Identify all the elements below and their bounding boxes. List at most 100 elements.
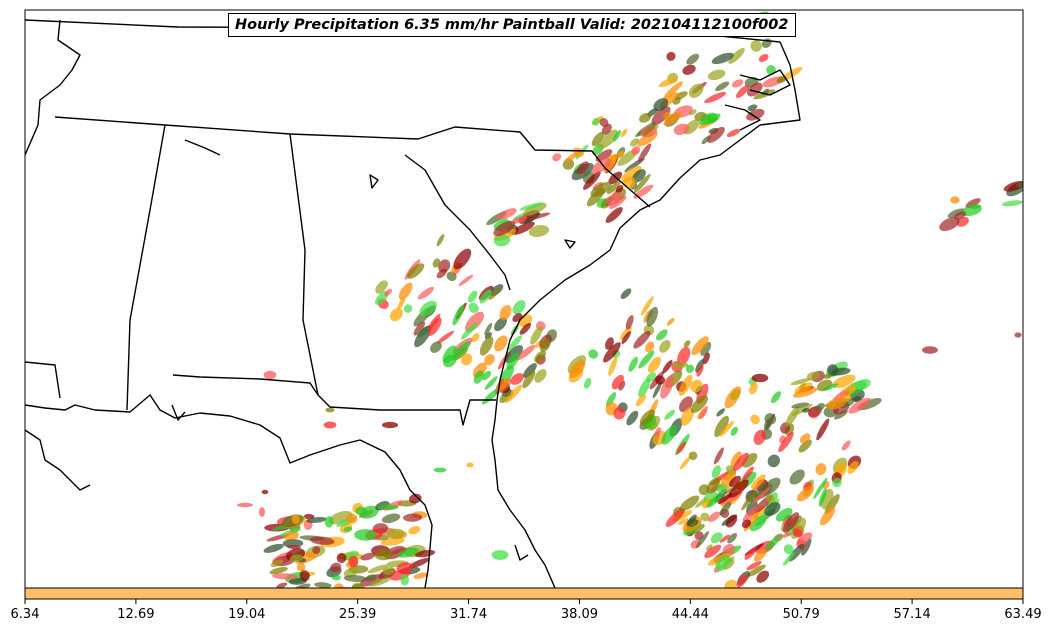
colorbar-tick-label: 44.44 bbox=[671, 607, 709, 622]
precip-blob bbox=[626, 410, 639, 426]
precip-blob bbox=[466, 462, 474, 468]
precip-blob bbox=[764, 502, 781, 516]
precip-blob bbox=[630, 138, 640, 147]
precip-blob bbox=[621, 331, 631, 345]
precip-blob bbox=[702, 352, 710, 365]
precip-blob bbox=[847, 460, 859, 474]
precip-blob bbox=[742, 466, 754, 482]
precip-blob bbox=[510, 373, 524, 385]
precip-blob bbox=[397, 296, 406, 310]
precip-blob bbox=[430, 341, 442, 353]
precip-blob bbox=[767, 454, 780, 468]
precip-blob bbox=[690, 379, 703, 393]
precip-blob bbox=[741, 519, 751, 529]
precip-blob bbox=[797, 532, 813, 545]
precip-blob bbox=[753, 429, 766, 445]
precip-blob bbox=[678, 374, 693, 396]
precip-blob bbox=[746, 108, 765, 121]
precip-blob bbox=[749, 382, 758, 395]
colorbar-tick-label: 38.09 bbox=[560, 607, 599, 622]
precip-blob bbox=[658, 77, 678, 88]
precip-blob bbox=[382, 566, 395, 575]
precip-blob bbox=[595, 149, 613, 162]
precip-blob bbox=[620, 288, 632, 300]
precip-blob bbox=[813, 477, 828, 500]
precip-blob bbox=[655, 375, 665, 385]
precip-blob bbox=[436, 268, 448, 279]
precip-blob bbox=[647, 356, 661, 373]
precip-blob bbox=[728, 47, 745, 64]
precip-blob bbox=[491, 550, 509, 560]
precip-blob bbox=[620, 326, 632, 340]
precip-blob bbox=[761, 38, 772, 49]
precip-blob bbox=[699, 406, 708, 420]
precip-blob bbox=[360, 552, 376, 561]
precip-blob bbox=[299, 570, 310, 582]
precip-blob bbox=[381, 421, 399, 429]
precip-blob bbox=[742, 505, 759, 522]
precip-blob bbox=[506, 352, 520, 370]
precip-blob bbox=[397, 547, 419, 558]
precip-blob bbox=[798, 439, 812, 453]
precip-blob bbox=[237, 502, 253, 508]
precip-blob bbox=[269, 566, 288, 575]
colorbar-tick-label: 57.14 bbox=[893, 607, 931, 622]
precip-blob bbox=[369, 577, 392, 587]
precip-blob bbox=[330, 562, 342, 573]
precip-blob bbox=[605, 392, 617, 407]
precip-blob bbox=[504, 384, 523, 403]
precip-blob bbox=[719, 534, 730, 543]
colorbar-tick-label: 6.34 bbox=[10, 607, 40, 622]
precip-blob bbox=[1001, 200, 1023, 207]
colorbar-tick-label: 12.69 bbox=[117, 607, 155, 622]
precip-blob bbox=[806, 371, 820, 381]
precip-blob bbox=[384, 288, 393, 297]
precip-blob bbox=[715, 81, 730, 92]
precip-blob bbox=[638, 350, 655, 369]
precip-blob bbox=[673, 123, 690, 135]
precip-blob bbox=[832, 374, 856, 389]
precip-blob bbox=[666, 317, 675, 326]
precip-blob bbox=[381, 513, 401, 524]
map-title: Hourly Precipitation 6.35 mm/hr Paintbal… bbox=[228, 13, 796, 37]
precip-blob bbox=[282, 539, 304, 548]
precip-blob bbox=[688, 83, 704, 98]
colorbar-ticks bbox=[24, 599, 1024, 604]
precip-blob bbox=[764, 533, 783, 551]
precip-blob bbox=[400, 573, 410, 586]
precip-blob bbox=[713, 447, 724, 465]
precip-blob bbox=[613, 130, 621, 142]
precip-blob bbox=[724, 579, 737, 588]
precip-blob bbox=[793, 387, 818, 398]
precip-blob bbox=[336, 553, 347, 563]
precip-blob bbox=[666, 51, 676, 61]
precip-blob bbox=[493, 234, 511, 247]
precip-blob bbox=[638, 378, 651, 398]
precip-blob bbox=[742, 453, 758, 468]
precip-blob bbox=[747, 104, 758, 111]
colorbar-tick-label: 63.49 bbox=[1004, 607, 1042, 622]
state-border-ms-al bbox=[126, 124, 166, 411]
precip-blob bbox=[263, 543, 284, 553]
precip-blob bbox=[291, 514, 300, 525]
precip-blob bbox=[519, 323, 532, 335]
precip-blob bbox=[436, 330, 455, 344]
precip-blob bbox=[679, 456, 691, 470]
precip-blob bbox=[645, 341, 655, 353]
precip-blob bbox=[700, 512, 710, 522]
precip-blob bbox=[289, 554, 303, 563]
precip-blob bbox=[599, 118, 609, 127]
precip-blob bbox=[348, 555, 359, 568]
precip-blob bbox=[608, 171, 623, 185]
precip-blob bbox=[706, 493, 722, 508]
precip-blob bbox=[331, 574, 341, 581]
precip-blob bbox=[686, 514, 697, 526]
precip-blob bbox=[468, 302, 479, 314]
precip-blob bbox=[656, 329, 668, 341]
precip-blob bbox=[661, 425, 678, 445]
precip-blob bbox=[314, 582, 332, 588]
precip-blob bbox=[725, 514, 738, 528]
precip-blob bbox=[753, 549, 767, 562]
lake-3 bbox=[184, 139, 221, 156]
precip-blob bbox=[367, 564, 389, 574]
